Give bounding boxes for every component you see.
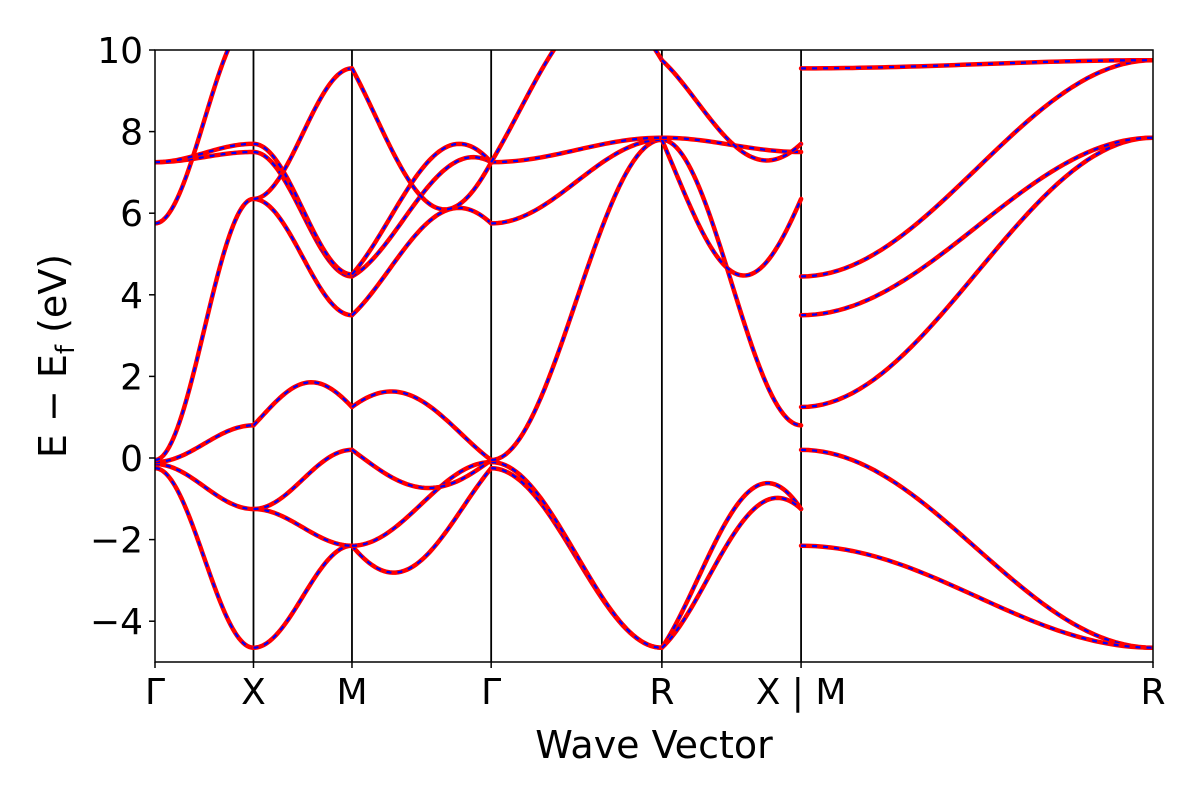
band-line-overlay-25 bbox=[491, 138, 662, 462]
band-line-4 bbox=[155, 50, 231, 226]
bands-layer bbox=[155, 50, 1153, 650]
band-line-overlay-11 bbox=[253, 197, 353, 317]
x-tick-label: R bbox=[1140, 672, 1165, 713]
x-tick-label: X bbox=[241, 672, 266, 713]
band-line-overlay-17 bbox=[351, 448, 492, 490]
band-line-overlay-35 bbox=[801, 448, 1153, 649]
band-line-overlay-32 bbox=[660, 139, 803, 277]
band-line-35 bbox=[798, 447, 1153, 650]
x-tick-label: Γ bbox=[145, 672, 165, 713]
x-tick-label: M bbox=[336, 672, 367, 713]
band-line-overlay-27 bbox=[491, 136, 662, 164]
band-line-0 bbox=[155, 465, 256, 650]
band-line-18 bbox=[349, 389, 494, 463]
band-line-36 bbox=[798, 543, 1153, 650]
band-line-21 bbox=[349, 141, 494, 277]
band-line-overlay-3 bbox=[155, 197, 254, 462]
band-line-overlay-1 bbox=[155, 463, 254, 511]
band-line-20 bbox=[349, 154, 494, 279]
band-line-overlay-4 bbox=[155, 50, 230, 225]
band-line-24 bbox=[488, 459, 665, 650]
band-line-overlay-15 bbox=[351, 467, 493, 574]
band-line-overlay-0 bbox=[155, 467, 254, 649]
band-line-overlay-22 bbox=[350, 67, 493, 211]
band-line-overlay-39 bbox=[801, 59, 1153, 278]
band-line-overlay-36 bbox=[801, 544, 1153, 649]
band-line-overlay-16 bbox=[351, 460, 492, 547]
x-tick-label: R bbox=[649, 672, 674, 713]
plot-frame bbox=[154, 49, 1154, 663]
band-line-overlay-30 bbox=[661, 496, 802, 649]
y-tick-label: 0 bbox=[120, 439, 143, 480]
band-line-overlay-19 bbox=[351, 206, 492, 316]
band-line-overlay-40 bbox=[801, 59, 1153, 70]
band-line-37 bbox=[798, 135, 1153, 410]
band-line-13 bbox=[251, 141, 355, 277]
band-line-overlay-10 bbox=[252, 381, 353, 427]
band-line-22 bbox=[349, 66, 494, 212]
band-line-34 bbox=[659, 57, 804, 163]
band-line-31 bbox=[659, 137, 804, 428]
band-line-overlay-38 bbox=[801, 136, 1153, 317]
band-line-overlay-29 bbox=[660, 482, 802, 649]
y-tick-label: 2 bbox=[120, 357, 143, 398]
x-axis-label: Wave Vector bbox=[535, 723, 773, 767]
y-tick-label: 6 bbox=[120, 194, 143, 235]
x-axis-ticks: Γ X M Γ R X | M R bbox=[145, 662, 1166, 713]
band-line-7 bbox=[251, 543, 355, 650]
band-line-overlay-18 bbox=[351, 390, 492, 461]
y-axis-label: E − Ef (eV) bbox=[31, 254, 81, 458]
band-line-overlay-20 bbox=[351, 156, 492, 278]
band-line-10 bbox=[251, 380, 355, 428]
band-line-overlay-9 bbox=[253, 448, 353, 511]
y-tick-label: 4 bbox=[120, 276, 143, 317]
band-line-overlay-34 bbox=[661, 59, 802, 162]
band-line-26 bbox=[488, 137, 665, 226]
band-line-overlay-8 bbox=[253, 507, 352, 547]
y-tick-label: 8 bbox=[120, 113, 143, 154]
y-tick-label: −2 bbox=[90, 521, 143, 562]
band-line-30 bbox=[659, 495, 804, 650]
y-axis-ticks: −4 −2 0 2 4 6 8 10 bbox=[90, 31, 155, 643]
band-line-6 bbox=[155, 141, 256, 165]
band-line-14 bbox=[251, 66, 355, 202]
band-line-8 bbox=[251, 506, 355, 548]
band-line-overlay-2 bbox=[155, 424, 254, 464]
x-tick-label: X | M bbox=[756, 672, 847, 713]
band-line-15 bbox=[349, 465, 494, 575]
band-line-overlay-28 bbox=[490, 50, 663, 163]
x-tick-label: Γ bbox=[481, 672, 501, 713]
band-line-3 bbox=[155, 196, 256, 463]
y-tick-label: 10 bbox=[97, 31, 143, 72]
y-tick-label: −4 bbox=[90, 602, 143, 643]
